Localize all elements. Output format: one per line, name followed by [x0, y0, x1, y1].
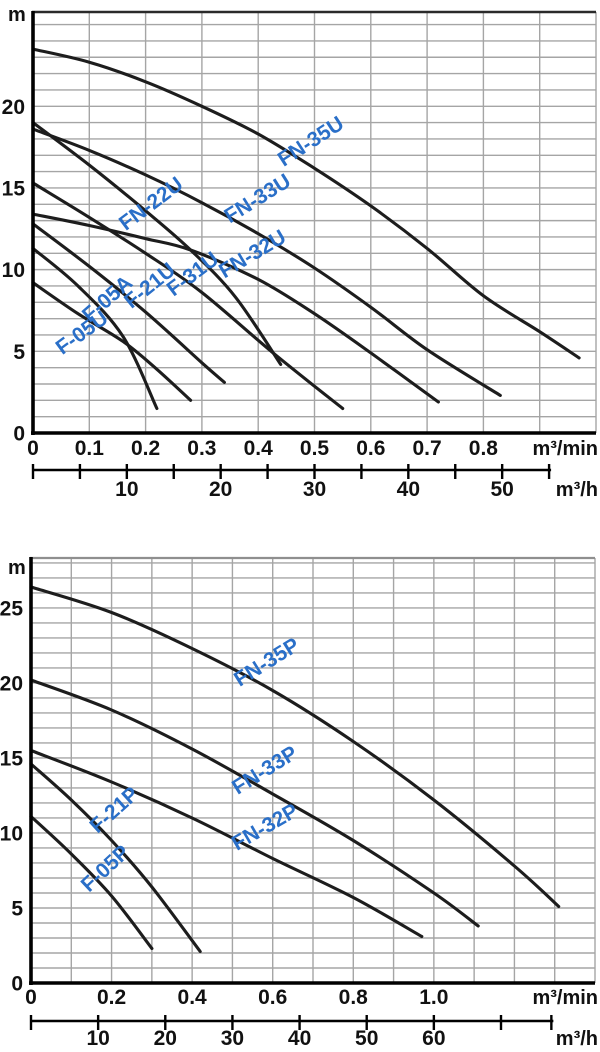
y-tick-label: 10 [2, 259, 25, 282]
x-tick-label-m3h: 50 [355, 1027, 378, 1050]
pump-curves [31, 47, 581, 411]
x-axis-unit-primary: m³/min [532, 987, 598, 1009]
pump-curves [29, 585, 561, 954]
x-axis-unit-primary: m³/min [532, 438, 598, 460]
secondary-axis [31, 464, 552, 479]
chart-upper-chart-U-series: 0 5 10 15 20 m 0 0.1 0.2 0.3 0.4 0.5 0.6 0.7 0.8 m³/min… [2, 4, 598, 501]
pump-curve-F-05U [31, 281, 193, 402]
pump-curve-FN-35U [31, 47, 581, 360]
x-tick-label-m3h: 40 [397, 478, 420, 501]
y-tick-label: 5 [11, 897, 23, 920]
pump-curve-F-21U [31, 222, 226, 384]
x-tick-label: 0.1 [75, 437, 105, 460]
pump-curve-F-05A [31, 246, 159, 411]
x-tick-label: 0.6 [356, 437, 385, 460]
curve-label-FN-32P: FN-32P [228, 799, 302, 855]
x-tick-label: 0 [25, 986, 37, 1009]
y-tick-label: 10 [0, 822, 23, 845]
pump-curve-FN-35P [29, 585, 561, 909]
x-tick-labels-primary: 0 0.1 0.2 0.3 0.4 0.5 0.6 0.7 0.8 m³/min [27, 437, 598, 460]
x-tick-label-m3h: 30 [221, 1027, 244, 1050]
y-tick-label: 15 [0, 747, 23, 770]
x-tick-labels-secondary: 10 20 30 40 50 60 m³/h [86, 1027, 598, 1050]
pump-curve-FN-33U [31, 127, 502, 397]
x-tick-label: 0.4 [244, 437, 274, 460]
x-tick-label: 0.2 [131, 437, 160, 460]
x-tick-labels-secondary: 10 20 30 40 50 m³/h [115, 478, 598, 501]
curve-label-FN-32U: FN-32U [215, 225, 290, 283]
pump-curve-F-31U [31, 181, 345, 411]
y-tick-label: 0 [13, 423, 25, 446]
y-tick-label: 5 [13, 341, 25, 364]
secondary-axis [29, 1015, 554, 1030]
pump-curve-FN-32P [29, 748, 424, 939]
x-tick-label: 0.2 [97, 986, 126, 1009]
x-tick-label: 0.7 [412, 437, 441, 460]
x-tick-label: 0.8 [469, 437, 499, 460]
y-tick-label: 20 [0, 672, 23, 695]
y-axis-unit: m [8, 4, 26, 26]
pump-curve-FN-32U [31, 212, 440, 404]
x-tick-label-m3h: 30 [303, 478, 326, 501]
x-tick-label: 0.5 [300, 437, 330, 460]
x-tick-label-m3h: 50 [490, 478, 513, 501]
pump-curve-F-21P [29, 762, 202, 954]
y-tick-label: 15 [2, 177, 26, 200]
x-tick-label: 0 [27, 437, 39, 460]
x-tick-label: 0.8 [339, 986, 369, 1009]
x-tick-label-m3h: 60 [422, 1027, 445, 1050]
x-tick-label-m3h: 20 [209, 478, 232, 501]
grid-lines [31, 558, 596, 983]
y-tick-labels: 0 5 10 15 20 25 [0, 597, 23, 995]
curve-label-F-21P: F-21P [86, 782, 144, 837]
x-axis-unit-secondary: m³/h [556, 479, 598, 501]
pump-curve-F-05P [29, 814, 154, 951]
curve-label-FN-35U: FN-35U [274, 112, 348, 171]
pump-curve-FN-33P [29, 678, 480, 928]
pump-curve-FN-22U [31, 121, 283, 366]
y-tick-label: 25 [0, 597, 23, 620]
x-tick-labels-primary: 0 0.2 0.4 0.6 0.8 1.0 m³/min [25, 986, 598, 1009]
y-tick-label: 20 [2, 96, 25, 119]
x-tick-label-m3h: 40 [288, 1027, 311, 1050]
x-tick-label-m3h: 10 [115, 478, 138, 501]
x-tick-label-m3h: 10 [86, 1027, 109, 1050]
curve-name-labels: FN-35UFN-33UFN-22UFN-32UF-31UF-21UF-05AF… [52, 112, 348, 359]
y-tick-label: 0 [11, 973, 23, 996]
x-tick-label: 0.4 [178, 986, 208, 1009]
y-axis-unit: m [8, 557, 26, 579]
x-axis-unit-secondary: m³/h [556, 1028, 598, 1050]
grid-lines [33, 12, 597, 433]
chart-lower-chart-P-series: 0 5 10 15 20 25 m 0 0.2 0.4 0.6 0.8 1.0 m³/min 10 20 30 4… [0, 556, 598, 1050]
y-tick-labels: 0 5 10 15 20 [2, 96, 26, 446]
x-tick-label-m3h: 20 [154, 1027, 177, 1050]
x-tick-label: 0.6 [258, 986, 287, 1009]
x-tick-label: 0.3 [187, 437, 216, 460]
x-tick-label: 1.0 [419, 986, 448, 1009]
